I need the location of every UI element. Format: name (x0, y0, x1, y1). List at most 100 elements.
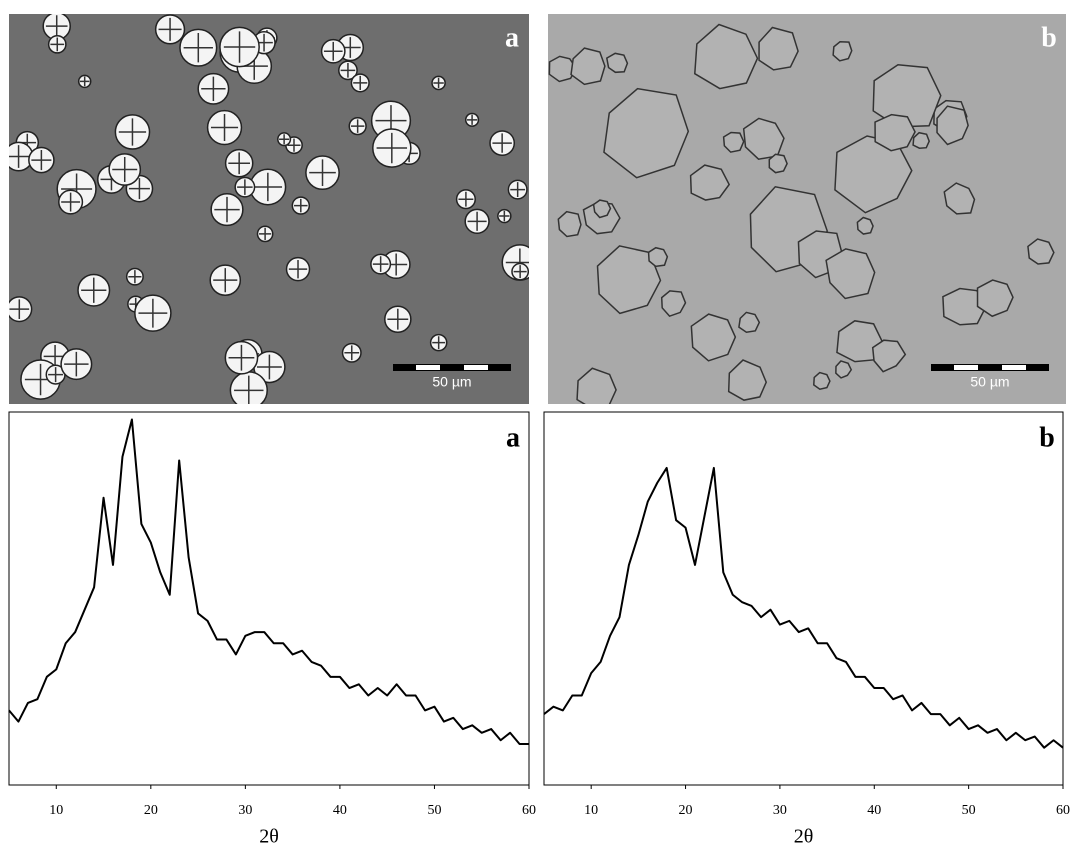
granule-cross (458, 191, 474, 207)
granule (835, 360, 853, 379)
granule (912, 131, 931, 149)
granule-cross (64, 351, 89, 377)
x-tick-label: 30 (238, 803, 252, 818)
granule-cross (9, 145, 30, 168)
granule (694, 23, 759, 90)
granule-cross (376, 132, 408, 164)
granule-cross (253, 172, 283, 202)
granule (936, 105, 969, 146)
granule-cross (81, 277, 107, 303)
granule-cross (353, 75, 368, 90)
x-tick-label: 10 (584, 803, 598, 818)
plot-frame (8, 411, 530, 786)
granule (592, 199, 612, 219)
granule (832, 41, 853, 62)
granule-cross (510, 182, 526, 197)
micrograph-b (548, 14, 1066, 404)
granule (576, 367, 617, 404)
granule-cross (118, 118, 147, 146)
granule-cross (79, 76, 90, 87)
granule-cross (288, 259, 308, 279)
granule-cross (228, 152, 251, 175)
granule (856, 216, 874, 235)
granule (872, 64, 942, 128)
x-tick-label: 20 (144, 803, 158, 818)
x-tick-label: 40 (867, 803, 881, 818)
granule (942, 287, 987, 326)
granule-cross (387, 308, 409, 330)
granule-cross (223, 31, 256, 63)
granule-cross (259, 227, 272, 240)
granule-cross (492, 133, 512, 153)
panel-label: b (1039, 422, 1055, 453)
granule-cross (237, 179, 253, 195)
plot-frame (543, 411, 1064, 786)
panel-label: a (505, 22, 519, 53)
granule-cross (433, 77, 444, 89)
granule-cross (158, 17, 182, 41)
granule-cross (513, 265, 527, 279)
x-tick-label: 60 (1056, 803, 1070, 818)
x-tick-label: 10 (49, 803, 63, 818)
granule-cross (128, 178, 150, 200)
granule (689, 164, 731, 201)
granule (603, 87, 690, 179)
granule (943, 182, 976, 215)
granule-cross (213, 268, 238, 293)
granule (660, 290, 687, 318)
micrograph-a (9, 14, 529, 404)
granule-cross (61, 192, 81, 212)
granule-cross (309, 159, 336, 186)
granule (1027, 238, 1055, 265)
granule (605, 52, 629, 74)
granule-cross (112, 157, 138, 183)
x-tick-label: 20 (679, 803, 693, 818)
panel-label: a (506, 422, 520, 453)
granule (976, 279, 1014, 318)
granule-cross (499, 210, 510, 222)
granule (548, 55, 577, 83)
granule-cross (279, 134, 290, 145)
granule-cross (210, 113, 239, 142)
granule (690, 313, 737, 362)
granule-cross (128, 270, 142, 284)
granule-cross (50, 37, 65, 52)
granule-cross (323, 41, 343, 61)
granule (647, 246, 669, 268)
x-axis-label: 2θ (794, 826, 814, 848)
granule-cross (257, 354, 282, 380)
granule (812, 371, 831, 391)
granule-cross (31, 150, 52, 171)
granule-cross (287, 138, 301, 152)
granule (768, 153, 788, 174)
scale-bar-label: 50 µm (970, 374, 1009, 390)
xrd-line (543, 466, 1064, 749)
granule (582, 201, 621, 235)
granule (836, 320, 884, 363)
granule-cross (467, 211, 487, 231)
xrd-line (8, 418, 529, 745)
granule-cross (183, 33, 213, 63)
scale-bar: 50 µm (931, 364, 1049, 390)
granule (722, 131, 745, 153)
x-tick-label: 40 (333, 803, 347, 818)
granule-cross (214, 196, 240, 223)
granule-cross (467, 114, 478, 125)
panel-label: b (1041, 22, 1057, 53)
granule (871, 339, 907, 373)
granule-cross (48, 367, 64, 383)
granule-cross (234, 375, 264, 404)
granule-cross (340, 63, 356, 78)
granule (758, 26, 799, 71)
granule-cross (9, 299, 30, 320)
granule (557, 210, 582, 238)
granule-cross (372, 256, 389, 272)
scale-bar-label: 50 µm (432, 374, 471, 390)
granule-cross (294, 198, 308, 213)
granule-cross (138, 298, 168, 328)
granule (874, 113, 916, 152)
granule-cross (201, 76, 226, 101)
granule-cross (45, 15, 68, 37)
granule-cross (344, 345, 360, 361)
